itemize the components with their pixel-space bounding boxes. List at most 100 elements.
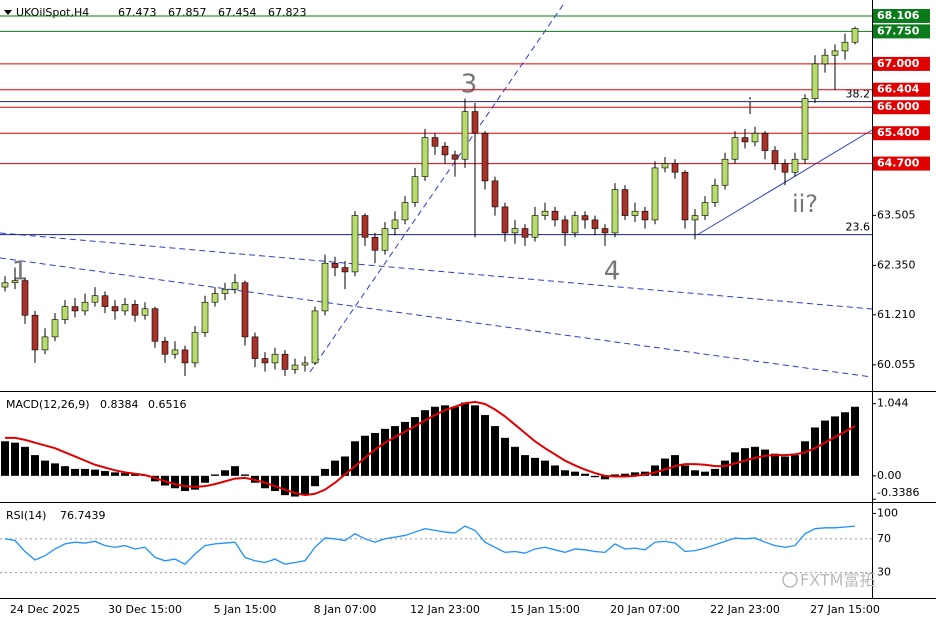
candle-body <box>121 304 129 312</box>
candle-body <box>811 63 819 99</box>
level-label: 65.400 <box>877 126 920 139</box>
candle-body <box>711 184 719 203</box>
macd-bar <box>451 406 459 476</box>
candle-body <box>521 228 529 238</box>
macd-bar <box>611 474 619 476</box>
macd-bar <box>591 475 599 478</box>
macd-bar <box>51 463 59 476</box>
level-label: 67.000 <box>877 57 920 70</box>
candle-body <box>471 111 479 134</box>
macd-bar <box>281 475 289 496</box>
macd-bar <box>361 435 369 476</box>
y-tick-label: -0.3386 <box>877 486 919 499</box>
candle-body <box>771 150 779 164</box>
chart-title: UKOilSpot,H4 <box>16 6 89 19</box>
x-tick-label: 8 Jan 07:00 <box>314 603 377 616</box>
macd-bar <box>31 455 39 476</box>
header-value: 76.7439 <box>60 509 106 522</box>
macd-bar <box>751 446 759 476</box>
candle-body <box>791 158 799 173</box>
macd-bar <box>781 456 789 476</box>
macd-bar <box>11 442 19 476</box>
macd-bar <box>181 475 189 492</box>
macd-bar <box>511 446 519 476</box>
macd-bar <box>811 427 819 476</box>
candle-body <box>731 137 739 160</box>
macd-bar <box>571 471 579 476</box>
candle-body <box>501 206 509 234</box>
candle-body <box>161 340 169 355</box>
candle-body <box>391 219 399 229</box>
macd-bar <box>71 468 79 476</box>
macd-bar <box>501 437 509 476</box>
candle-body <box>351 215 359 273</box>
candle-body <box>401 202 409 221</box>
macd-bar <box>91 469 99 476</box>
level-label-box <box>873 126 930 141</box>
macd-bar <box>581 473 589 476</box>
level-label-box <box>873 24 930 39</box>
candle-body <box>601 228 609 234</box>
x-tick-label: 5 Jan 15:00 <box>214 603 277 616</box>
macd-bar <box>311 475 319 487</box>
candle-body <box>411 176 419 203</box>
macd-bar <box>221 470 229 476</box>
macd-bar <box>791 455 799 476</box>
header-value: 0.6516 <box>148 398 187 411</box>
candle-body <box>251 336 259 359</box>
wave-label: 3 <box>461 70 478 100</box>
macd-bar <box>321 468 329 476</box>
level-label-box <box>873 156 930 171</box>
candle-body <box>191 332 199 364</box>
candle-body <box>651 167 659 221</box>
candle-body <box>701 202 709 216</box>
macd-bar <box>721 460 729 476</box>
macd-bar <box>561 470 569 476</box>
macd-bar <box>391 426 399 476</box>
level-label: 67.750 <box>877 24 920 37</box>
header-value: 67.473 <box>118 6 157 19</box>
macd-bar <box>81 468 89 476</box>
macd-bar <box>521 455 529 476</box>
macd-bar <box>191 475 199 490</box>
candle-body <box>531 215 539 238</box>
macd-bar <box>41 460 49 476</box>
header-value: 67.857 <box>168 6 207 19</box>
wave-label: 1 <box>12 257 29 287</box>
macd-bar <box>541 460 549 476</box>
panel-title: MACD(12,26,9) <box>6 398 90 411</box>
macd-bar <box>481 415 489 476</box>
candle-body <box>591 219 599 229</box>
candle-body <box>281 353 289 370</box>
candle-body <box>641 210 649 221</box>
candle-body <box>241 282 249 338</box>
level-label-box <box>873 100 930 115</box>
macd-bar <box>691 470 699 476</box>
level-label-box <box>873 56 930 71</box>
y-tick-label: 0.00 <box>877 469 902 482</box>
candle-body <box>271 353 279 364</box>
macd-bar <box>701 471 709 476</box>
macd-bar <box>401 421 409 476</box>
macd-bar <box>241 474 249 476</box>
macd-bar <box>551 465 559 476</box>
macd-bar <box>201 475 209 483</box>
candle-body <box>751 132 759 143</box>
candle-body <box>611 189 619 234</box>
candle-body <box>221 288 229 294</box>
macd-bar <box>411 417 419 476</box>
macd-bar <box>211 474 219 476</box>
candle-body <box>261 358 269 364</box>
candle-body <box>681 171 689 221</box>
candle-body <box>821 54 829 65</box>
level-label: 66.000 <box>877 100 920 113</box>
macd-bar <box>331 460 339 476</box>
candle-body <box>621 189 629 216</box>
macd-bar <box>291 475 299 497</box>
candle-body <box>581 215 589 221</box>
candle-body <box>721 158 729 186</box>
panel-title: RSI(14) <box>6 509 46 522</box>
macd-bar <box>301 475 309 496</box>
macd-bar <box>441 405 449 476</box>
candle-body <box>11 280 19 284</box>
